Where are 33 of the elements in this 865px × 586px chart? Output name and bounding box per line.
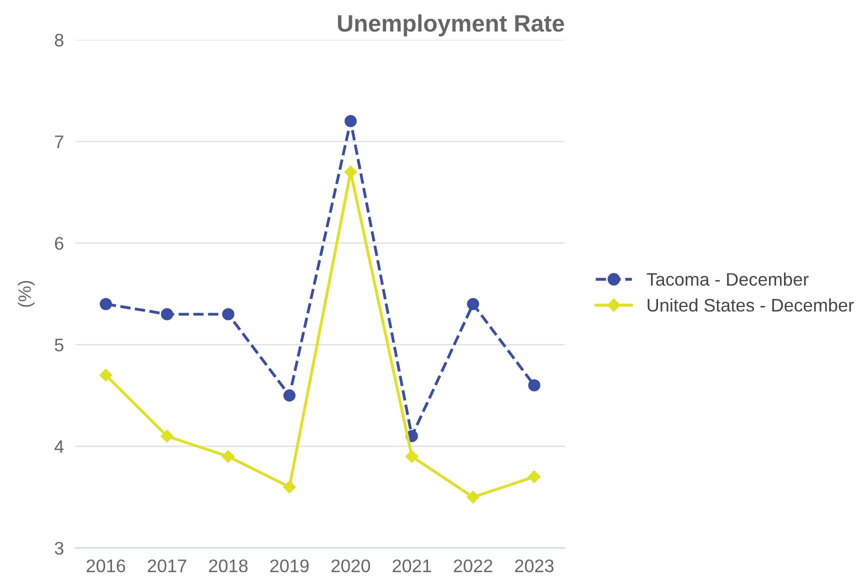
x-tick-label: 2020 bbox=[331, 560, 370, 572]
y-tick-label: 6 bbox=[55, 237, 64, 250]
y-tick-label: 4 bbox=[54, 440, 64, 453]
x-tick-label: 2019 bbox=[270, 560, 309, 572]
y-axis-title: (%) bbox=[18, 280, 35, 307]
y-tick-label: 8 bbox=[54, 34, 64, 47]
point bbox=[222, 450, 235, 463]
y-tick-label: 5 bbox=[54, 338, 64, 352]
point bbox=[100, 298, 112, 310]
point bbox=[283, 480, 296, 494]
x-tick-label: 2021 bbox=[392, 560, 432, 572]
x-tick-label: 2022 bbox=[454, 560, 492, 572]
point bbox=[405, 450, 418, 463]
x-tick-label: 2017 bbox=[148, 560, 186, 572]
point bbox=[160, 308, 174, 320]
x-tick-label: 2018 bbox=[209, 560, 248, 572]
point bbox=[344, 115, 357, 128]
point bbox=[222, 308, 234, 320]
legend-label: Tacoma - December bbox=[646, 272, 809, 286]
point bbox=[99, 368, 112, 382]
point bbox=[528, 379, 540, 392]
point bbox=[160, 430, 174, 443]
y-tick-label: 3 bbox=[54, 542, 64, 555]
y-tick-label: 7 bbox=[55, 136, 64, 148]
point bbox=[283, 389, 296, 402]
point bbox=[528, 470, 541, 484]
x-tick-label: 2016 bbox=[86, 560, 126, 572]
point bbox=[344, 166, 358, 178]
chart-title: Unemployment Rate bbox=[338, 14, 564, 36]
x-tick-label: 2023 bbox=[515, 560, 554, 572]
legend-label: United States - December bbox=[648, 298, 854, 312]
point bbox=[466, 490, 480, 504]
point bbox=[466, 298, 480, 310]
